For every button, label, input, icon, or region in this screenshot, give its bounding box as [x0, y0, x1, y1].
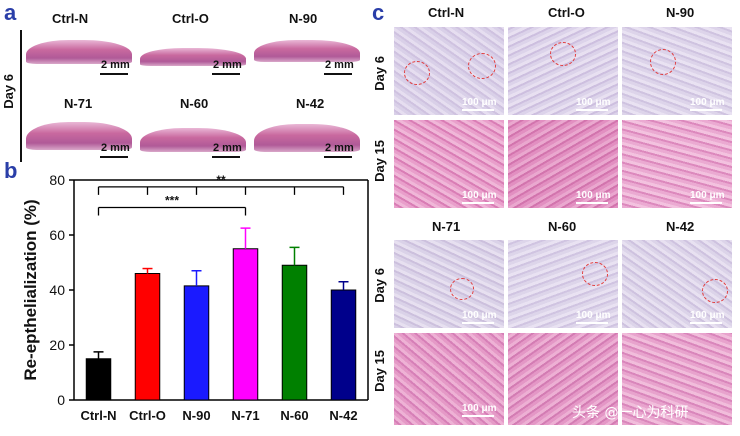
x-tick-label: N-90: [182, 408, 210, 423]
panel-c-row-label: Day 6: [372, 268, 387, 303]
histology-image: [394, 333, 504, 425]
histology-image: [394, 120, 504, 208]
x-tick-label: Ctrl-O: [129, 408, 166, 423]
panel-a-sample-label: Ctrl-O: [172, 11, 209, 26]
scale-bar-label: 2 mm: [213, 59, 242, 71]
scale-bar-label: 100 μm: [462, 97, 497, 108]
panel-c-row-label: Day 15: [372, 140, 387, 182]
histology-image: [508, 333, 618, 425]
panel-c-column-label: Ctrl-O: [548, 5, 585, 20]
highlight-circle: [404, 61, 430, 85]
scale-bar: [690, 109, 722, 111]
tissue-section-image: [252, 116, 362, 162]
bar: [281, 264, 308, 401]
bar-chart: 0 20 40 60 80 Re-epthelialization (%) Ctrl-N Ct…: [21, 172, 369, 423]
scale-bar-label: 2 mm: [101, 59, 130, 71]
scale-bar-label: 100 μm: [576, 190, 611, 201]
histology-image: [508, 120, 618, 208]
scale-bar-label: 2 mm: [213, 142, 242, 154]
x-tick-label: N-60: [280, 408, 308, 423]
bar: [330, 289, 357, 401]
tissue-section-image: [24, 116, 134, 162]
scale-bar-label: 100 μm: [690, 97, 725, 108]
panel-c-column-label: N-60: [548, 219, 577, 234]
significance-label: **: [216, 173, 226, 187]
panel-b-label: b: [4, 158, 18, 183]
y-axis-label: Re-epthelialization (%): [21, 199, 40, 380]
bar: [134, 273, 161, 401]
scale-bar-label: 2 mm: [325, 142, 354, 154]
y-tick-label: 20: [49, 337, 65, 353]
scale-bar: [100, 73, 128, 75]
histology-image: [622, 120, 732, 208]
histology-image: [622, 27, 732, 115]
highlight-circle: [450, 278, 474, 300]
panel-a-sample-label: N-90: [289, 11, 318, 26]
bar: [232, 248, 259, 401]
panel-c-column-label: N-42: [666, 219, 695, 234]
histology-image: [622, 333, 732, 425]
tissue-section-image: [252, 32, 362, 78]
highlight-circle: [550, 42, 576, 66]
panel-c-label: c: [372, 0, 385, 25]
scale-bar: [576, 202, 608, 204]
panel-a-row-label: Day 6: [1, 74, 16, 109]
x-tick-label: N-71: [231, 408, 259, 423]
histology-image: [508, 27, 618, 115]
scale-bar: [462, 202, 494, 204]
scale-bar: [462, 109, 494, 111]
panel-c-column-label: N-90: [666, 5, 695, 20]
bar: [85, 358, 112, 401]
panel-a-sample-label: N-60: [180, 96, 209, 111]
panel-a-sample-label: N-42: [296, 96, 325, 111]
bar: [183, 285, 210, 401]
scale-bar-label: 100 μm: [576, 310, 611, 321]
tissue-section-image: [138, 32, 248, 78]
y-tick-label: 0: [57, 392, 65, 408]
panel-c-row-label: Day 6: [372, 56, 387, 91]
y-tick-label: 40: [49, 282, 65, 298]
scale-bar: [324, 156, 352, 158]
panel-a-sample-label: Ctrl-N: [52, 11, 89, 26]
panel-c-column-label: N-71: [432, 219, 461, 234]
panel-a-sample-label: N-71: [64, 96, 93, 111]
scale-bar: [462, 415, 494, 417]
scale-bar: [576, 322, 608, 324]
scale-bar: [690, 322, 722, 324]
significance-label: ***: [165, 194, 179, 208]
scale-bar-label: 100 μm: [690, 310, 725, 321]
scale-bar-label: 100 μm: [462, 190, 497, 201]
scale-bar: [212, 156, 240, 158]
scale-bar: [690, 202, 722, 204]
panel-c-row-label: Day 15: [372, 350, 387, 392]
highlight-circle: [468, 53, 496, 79]
scale-bar-label: 100 μm: [462, 310, 497, 321]
scale-bar: [100, 156, 128, 158]
scale-bar-label: 2 mm: [101, 142, 130, 154]
histology-image: [394, 240, 504, 328]
scale-bar-label: 100 μm: [462, 403, 497, 414]
scale-bar-label: 2 mm: [325, 59, 354, 71]
highlight-circle: [582, 262, 608, 286]
scale-bar-label: 100 μm: [690, 190, 725, 201]
scale-bar: [576, 109, 608, 111]
tissue-section-image: [24, 32, 134, 78]
highlight-circle: [650, 49, 676, 75]
y-tick-label: 80: [49, 172, 65, 188]
watermark-text: 头条 @一心为科研: [572, 405, 689, 421]
x-tick-label: N-42: [329, 408, 357, 423]
scale-bar: [462, 322, 494, 324]
scale-bar: [212, 73, 240, 75]
panel-c-column-label: Ctrl-N: [428, 5, 465, 20]
tissue-section-image: [138, 116, 248, 162]
panel-a-label: a: [4, 0, 17, 25]
scale-bar-label: 100 μm: [576, 97, 611, 108]
scale-bar: [324, 73, 352, 75]
x-tick-label: Ctrl-N: [80, 408, 116, 423]
panel-a-row-divider: [20, 30, 22, 162]
highlight-circle: [702, 279, 728, 303]
y-tick-label: 60: [49, 227, 65, 243]
